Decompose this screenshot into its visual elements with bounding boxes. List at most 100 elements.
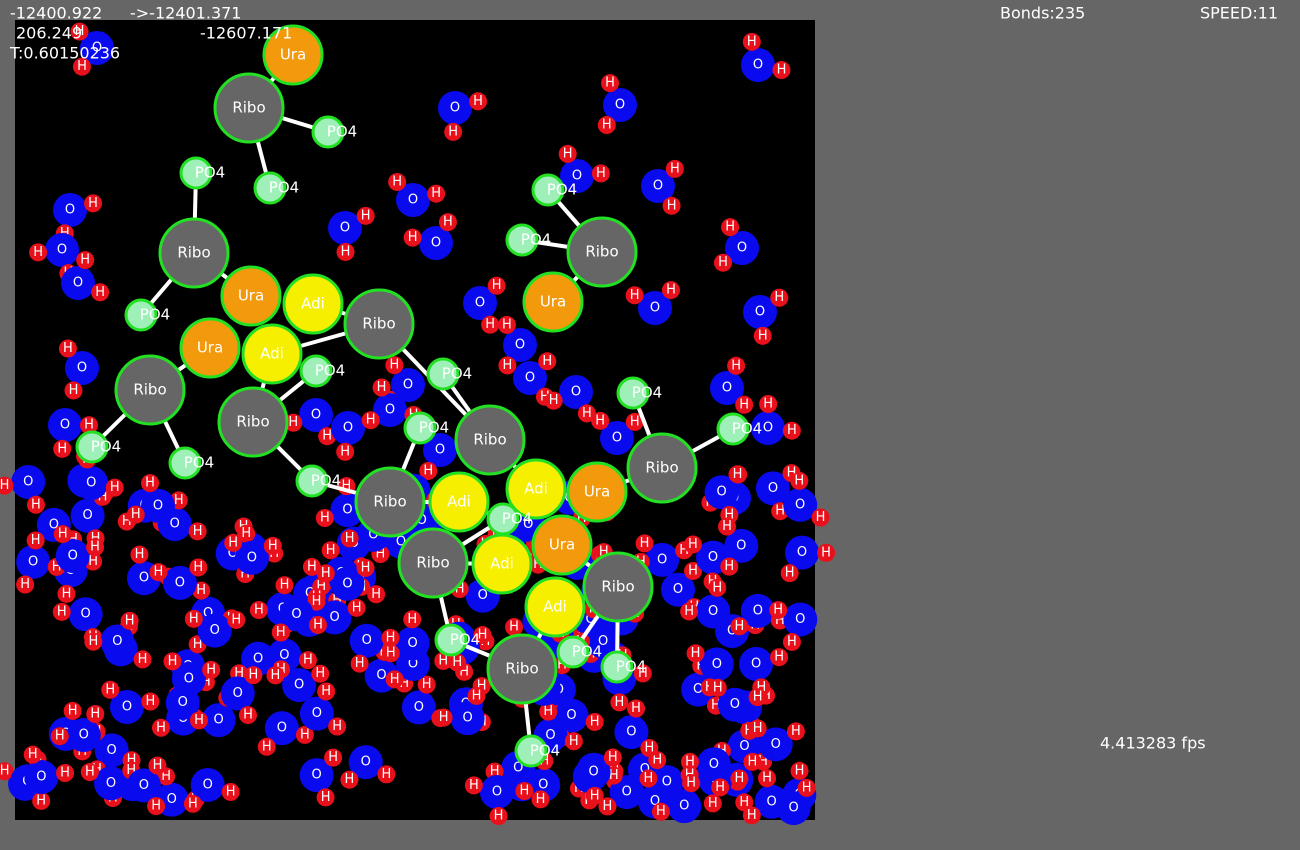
hydrogen-label: H <box>688 537 698 552</box>
oxygen-label: O <box>82 508 92 523</box>
oxygen-label: O <box>279 648 289 663</box>
hydrogen-label: H <box>341 479 351 494</box>
hydrogen-label: H <box>390 672 400 687</box>
oxygen-label: O <box>368 527 378 542</box>
hydrogen-label: H <box>127 753 137 768</box>
hydrogen-label: H <box>33 245 43 260</box>
ribose-node <box>582 551 654 623</box>
hydrogen-atom <box>748 688 767 707</box>
oxygen-label: O <box>77 361 87 376</box>
hydrogen-label: H <box>316 579 326 594</box>
hydrogen-atom <box>52 602 71 621</box>
hydrogen-label: H <box>188 796 198 811</box>
oxygen-label: O <box>650 794 660 809</box>
oxygen-label: O <box>184 671 194 686</box>
oxygen-atom <box>45 233 79 267</box>
hydrogen-atom <box>147 797 166 816</box>
hydrogen-label: H <box>630 288 640 303</box>
hydrogen-label: H <box>603 799 613 814</box>
oxygen-label: O <box>755 305 765 320</box>
hydrogen-atom <box>385 670 404 689</box>
hydrogen-atom <box>324 748 343 767</box>
hydrogen-label: H <box>77 59 87 74</box>
phosphate-label: PO4 <box>419 419 449 437</box>
hydrogen-label: H <box>332 719 342 734</box>
oxygen-atom <box>603 88 637 122</box>
oxygen-label: O <box>213 713 223 728</box>
hydrogen-atom <box>244 666 263 685</box>
hydrogen-atom <box>151 718 170 737</box>
hydrogen-atom <box>597 116 616 135</box>
hydrogen-label: H <box>802 780 812 795</box>
oxygen-atom <box>396 183 430 217</box>
phosphate-label: PO4 <box>450 631 480 649</box>
hydrogen-label: H <box>787 466 797 481</box>
hydrogen-label: H <box>312 594 322 609</box>
ribose-label: Ribo <box>505 660 538 678</box>
hydrogen-atom <box>336 242 355 261</box>
hydrogen-label: H <box>586 646 596 661</box>
hydrogen-label: H <box>787 634 797 649</box>
hydrogen-label: H <box>345 772 355 787</box>
oxygen-atom <box>65 351 99 385</box>
hydrogen-label: H <box>303 653 313 668</box>
hydrogen-label: H <box>122 514 132 529</box>
phosphate-node <box>616 376 650 410</box>
oxygen-label: O <box>167 792 177 807</box>
hydrogen-label: H <box>135 547 145 562</box>
hydrogen-label: H <box>243 708 253 723</box>
phosphate-label: PO4 <box>530 742 560 760</box>
hydrogen-label: H <box>105 682 115 697</box>
hydrogen-atom <box>683 535 702 554</box>
nucleotide-layer: Ura Ribo PO4 PO4 PO4 Ribo Ura Adi Ribo PO4 Ura Adi R… <box>75 24 762 768</box>
hydrogen-label: H <box>234 666 244 681</box>
oxygen-atom <box>724 528 759 563</box>
hydrogen-atom <box>769 601 788 620</box>
phosphate-node <box>299 354 333 388</box>
hydrogen-label: H <box>602 118 612 133</box>
hydrogen-label: H <box>52 559 62 574</box>
oxygen-label: O <box>86 476 96 491</box>
uracil-node <box>522 271 584 333</box>
hydrogen-label: H <box>431 186 441 201</box>
hydrogen-atom <box>782 421 801 440</box>
hydrogen-label: H <box>352 600 362 615</box>
hydrogen-label: H <box>322 429 332 444</box>
phosphate-node <box>295 464 329 498</box>
hydrogen-atom <box>385 356 404 375</box>
ribose-label: Ribo <box>133 381 166 399</box>
oxygen-label: O <box>107 743 117 758</box>
hydrogen-atom <box>381 644 400 663</box>
hydrogen-label: H <box>490 764 500 779</box>
oxygen-atom <box>704 475 739 510</box>
hydrogen-atom <box>184 609 203 628</box>
hydrogen-atom <box>640 739 659 758</box>
hydrogen-label: H <box>138 652 148 667</box>
uracil-label: Ura <box>238 287 264 305</box>
hydrogen-atom <box>26 531 45 550</box>
hydrogen-atom <box>53 525 72 544</box>
oxygen-label: O <box>343 421 353 436</box>
hydrogen-label: H <box>795 763 805 778</box>
oxygen-label: O <box>598 634 608 649</box>
oxygen-atom <box>758 727 793 762</box>
oxygen-atom <box>74 466 109 501</box>
oxygen-label: O <box>475 296 485 311</box>
hydrogen-label: H <box>459 664 469 679</box>
oxygen-atom <box>641 169 675 203</box>
hydrogen-atom <box>680 752 699 771</box>
phosphate-label: PO4 <box>572 643 602 661</box>
hydrogen-label: H <box>756 680 766 695</box>
hydrogen-atom <box>26 495 45 514</box>
oxygen-atom <box>61 266 95 300</box>
hydrogen-atom <box>84 194 103 213</box>
oxygen-label: O <box>753 58 763 73</box>
uracil-node <box>220 265 282 327</box>
oxygen-atom <box>783 487 818 522</box>
adenine-node <box>282 273 344 335</box>
hydrogen-label: H <box>90 707 100 722</box>
oxygen-atom <box>696 594 731 629</box>
oxygen-label: O <box>49 517 59 532</box>
hydrogen-atom <box>434 708 453 727</box>
